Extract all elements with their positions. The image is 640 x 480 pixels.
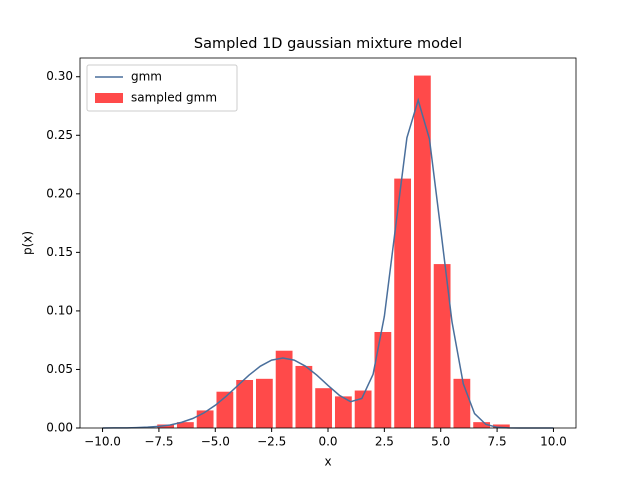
x-tick-label: −7.5	[144, 435, 173, 449]
x-tick-label: 7.5	[488, 435, 507, 449]
histogram-bar	[196, 410, 214, 428]
y-tick-label: 0.20	[46, 186, 73, 200]
legend-label: gmm	[131, 70, 162, 84]
legend-swatch	[95, 93, 123, 103]
x-tick-label: −5.0	[201, 435, 230, 449]
y-tick-label: 0.00	[46, 421, 73, 435]
histogram-bar	[492, 424, 510, 428]
y-tick-label: 0.25	[46, 128, 73, 142]
y-tick-label: 0.15	[46, 245, 73, 259]
histogram-bar	[295, 365, 313, 428]
plot-frame	[79, 57, 577, 429]
histogram-bar	[433, 264, 451, 428]
y-axis-label: p(x)	[21, 231, 35, 255]
histogram-bar	[374, 331, 392, 428]
x-tick-label: −2.5	[257, 435, 286, 449]
y-tick-label: 0.10	[46, 303, 73, 317]
histogram-bar	[236, 379, 254, 428]
histogram-bar	[453, 378, 471, 428]
y-tick-label: 0.05	[46, 362, 73, 376]
histogram-bar	[255, 378, 273, 428]
x-tick-label: 2.5	[375, 435, 394, 449]
x-tick-label: −10.0	[84, 435, 121, 449]
histogram-bar	[275, 350, 293, 428]
y-tick-label: 0.30	[46, 69, 73, 83]
histogram-bar	[473, 422, 491, 428]
legend-box	[86, 64, 238, 112]
histogram-bar	[413, 75, 431, 428]
x-tick-label: 5.0	[431, 435, 450, 449]
gmm-line	[102, 97, 554, 429]
x-tick-label: 10.0	[540, 435, 567, 449]
chart-title: Sampled 1D gaussian mixture model	[194, 36, 462, 52]
x-tick-label: 0.0	[318, 435, 337, 449]
histogram-bar	[176, 422, 194, 428]
x-axis-label: x	[324, 455, 331, 469]
histogram-bar	[315, 388, 333, 428]
histogram-bar	[334, 396, 352, 428]
legend-label: sampled gmm	[131, 91, 217, 105]
histogram-bar	[394, 178, 412, 428]
